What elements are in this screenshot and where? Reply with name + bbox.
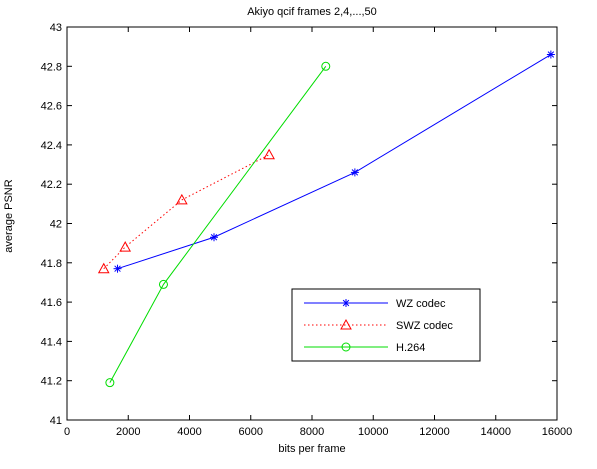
y-tick-label: 42.6: [41, 101, 62, 113]
series-h-264: [105, 61, 331, 388]
data-point: [119, 241, 132, 252]
y-tick-label: 43: [50, 22, 62, 34]
asterisk-stroke: [210, 234, 218, 241]
legend-label: H.264: [396, 342, 425, 354]
x-tick-label: 8000: [300, 426, 324, 438]
legend-marker: [340, 318, 352, 330]
data-point: [546, 50, 555, 59]
y-tick-label: 42.4: [41, 140, 62, 152]
x-tick-label: 12000: [419, 426, 450, 438]
y-tick-label: 41.6: [41, 297, 62, 309]
y-tick-label: 41.2: [41, 376, 62, 388]
data-point: [175, 193, 188, 205]
y-tick-label: 42.2: [41, 179, 62, 191]
data-point: [105, 378, 115, 388]
legend-box: [291, 288, 481, 362]
asterisk-stroke: [351, 169, 359, 176]
x-tick-label: 16000: [542, 426, 573, 438]
y-tick-label: 41.4: [41, 336, 62, 348]
series-swz-codec: [97, 148, 275, 274]
x-axis-label: bits per frame: [278, 443, 345, 455]
y-tick-label: 42: [50, 219, 62, 231]
legend: WZ codec SWZ codec H.264: [291, 288, 481, 362]
x-tick-label: 14000: [480, 426, 511, 438]
chart-title: Akiyo qcif frames 2,4,...,50: [247, 6, 377, 18]
data-point: [263, 148, 275, 160]
y-axis-label: average PSNR: [3, 179, 15, 252]
legend-marker: [342, 299, 350, 307]
data-point: [210, 233, 218, 242]
data-point: [97, 262, 110, 274]
series-wz-codec: [113, 50, 555, 273]
y-tick-label: 42.8: [41, 61, 62, 73]
legend-label: SWZ codec: [396, 320, 453, 332]
y-tick-label: 41: [50, 415, 62, 427]
asterisk-stroke: [114, 265, 121, 272]
legend-marker: [341, 342, 351, 352]
data-point: [350, 168, 359, 177]
asterisk-stroke: [342, 299, 350, 307]
series-line: [117, 54, 552, 270]
y-tick-label: 41.8: [41, 258, 62, 270]
data-point: [113, 264, 122, 273]
series-line: [109, 66, 327, 383]
x-tick-label: 2000: [116, 426, 140, 438]
series-line: [103, 154, 270, 270]
data-point: [321, 61, 331, 71]
x-tick-label: 6000: [239, 426, 263, 438]
legend-label: WZ codec: [396, 298, 446, 310]
data-point: [158, 279, 168, 289]
asterisk-stroke: [547, 51, 555, 58]
x-tick-label: 4000: [177, 426, 201, 438]
x-tick-label: 0: [64, 426, 70, 438]
x-tick-label: 10000: [358, 426, 389, 438]
